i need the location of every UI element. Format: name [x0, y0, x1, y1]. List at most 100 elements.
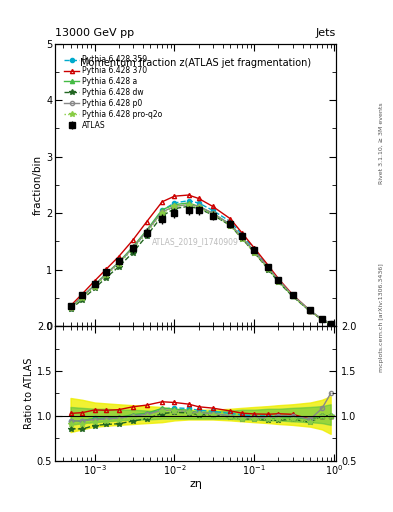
Pythia 6.428 pro-q2o — [252, 250, 257, 256]
Pythia 6.428 359 — [308, 308, 312, 314]
Pythia 6.428 pro-q2o — [172, 203, 177, 209]
Pythia 6.428 pro-q2o — [276, 279, 281, 285]
Pythia 6.428 p0 — [92, 283, 97, 289]
Pythia 6.428 359 — [290, 292, 295, 298]
Pythia 6.428 pro-q2o — [104, 272, 108, 279]
Pythia 6.428 370 — [328, 321, 333, 327]
Pythia 6.428 a — [186, 200, 191, 206]
Pythia 6.428 dw — [290, 293, 295, 300]
Pythia 6.428 pro-q2o — [116, 261, 121, 267]
Pythia 6.428 359 — [144, 228, 149, 234]
Pythia 6.428 370 — [130, 237, 135, 243]
Text: 13000 GeV pp: 13000 GeV pp — [55, 28, 134, 38]
Pythia 6.428 359 — [172, 200, 177, 206]
Pythia 6.428 dw — [228, 223, 233, 229]
Pythia 6.428 359 — [104, 271, 108, 278]
Pythia 6.428 a — [308, 308, 312, 314]
Pythia 6.428 370 — [80, 291, 84, 297]
Pythia 6.428 pro-q2o — [68, 305, 73, 311]
Pythia 6.428 dw — [320, 316, 324, 323]
Pythia 6.428 p0 — [116, 260, 121, 266]
Text: Momentum fraction z(ATLAS jet fragmentation): Momentum fraction z(ATLAS jet fragmentat… — [80, 58, 311, 68]
Pythia 6.428 a — [252, 248, 257, 254]
Pythia 6.428 a — [116, 259, 121, 265]
Pythia 6.428 p0 — [196, 203, 201, 209]
Line: Pythia 6.428 a: Pythia 6.428 a — [68, 201, 333, 326]
Pythia 6.428 p0 — [160, 209, 164, 215]
Pythia 6.428 dw — [240, 236, 244, 242]
Pythia 6.428 dw — [172, 205, 177, 211]
Pythia 6.428 dw — [104, 274, 108, 281]
Pythia 6.428 359 — [276, 277, 281, 283]
Pythia 6.428 p0 — [266, 265, 271, 271]
Pythia 6.428 p0 — [80, 294, 84, 300]
Pythia 6.428 dw — [130, 250, 135, 256]
Pythia 6.428 370 — [144, 219, 149, 225]
Y-axis label: Ratio to ATLAS: Ratio to ATLAS — [24, 358, 34, 429]
Pythia 6.428 370 — [308, 308, 312, 314]
Pythia 6.428 a — [328, 321, 333, 327]
Pythia 6.428 pro-q2o — [210, 211, 215, 217]
Pythia 6.428 359 — [328, 321, 333, 327]
Pythia 6.428 359 — [116, 260, 121, 266]
Pythia 6.428 359 — [320, 316, 324, 323]
Pythia 6.428 a — [276, 278, 281, 284]
Pythia 6.428 370 — [240, 230, 244, 236]
Pythia 6.428 370 — [252, 245, 257, 251]
Pythia 6.428 pro-q2o — [290, 293, 295, 300]
Pythia 6.428 p0 — [186, 202, 191, 208]
Pythia 6.428 370 — [186, 192, 191, 198]
Pythia 6.428 370 — [104, 266, 108, 272]
Pythia 6.428 359 — [186, 198, 191, 204]
Pythia 6.428 pro-q2o — [130, 246, 135, 252]
Line: Pythia 6.428 370: Pythia 6.428 370 — [68, 193, 333, 326]
Pythia 6.428 dw — [116, 264, 121, 270]
Pythia 6.428 359 — [196, 200, 201, 206]
Pythia 6.428 pro-q2o — [186, 202, 191, 208]
Pythia 6.428 a — [320, 316, 324, 323]
Pythia 6.428 dw — [266, 267, 271, 273]
Pythia 6.428 a — [144, 227, 149, 233]
Pythia 6.428 p0 — [144, 228, 149, 234]
Pythia 6.428 pro-q2o — [308, 308, 312, 314]
Pythia 6.428 359 — [80, 294, 84, 300]
Pythia 6.428 dw — [80, 296, 84, 303]
Pythia 6.428 a — [290, 292, 295, 298]
Pythia 6.428 p0 — [290, 292, 295, 298]
Pythia 6.428 pro-q2o — [196, 204, 201, 210]
Pythia 6.428 dw — [196, 205, 201, 211]
Pythia 6.428 p0 — [240, 234, 244, 241]
Pythia 6.428 p0 — [328, 321, 333, 327]
Pythia 6.428 a — [68, 305, 73, 311]
Pythia 6.428 dw — [252, 250, 257, 256]
Pythia 6.428 p0 — [130, 245, 135, 251]
Pythia 6.428 dw — [160, 213, 164, 219]
Pythia 6.428 p0 — [104, 271, 108, 278]
Text: ATLAS_2019_I1740909: ATLAS_2019_I1740909 — [152, 237, 239, 246]
Pythia 6.428 a — [130, 244, 135, 250]
Pythia 6.428 370 — [160, 199, 164, 205]
Pythia 6.428 pro-q2o — [80, 295, 84, 301]
Pythia 6.428 p0 — [320, 316, 324, 322]
Pythia 6.428 dw — [276, 279, 281, 285]
Pythia 6.428 a — [240, 234, 244, 241]
Legend: Pythia 6.428 359, Pythia 6.428 370, Pythia 6.428 a, Pythia 6.428 dw, Pythia 6.42: Pythia 6.428 359, Pythia 6.428 370, Pyth… — [62, 53, 165, 132]
Pythia 6.428 359 — [252, 247, 257, 253]
Pythia 6.428 359 — [266, 264, 271, 270]
Pythia 6.428 dw — [186, 203, 191, 209]
Text: Rivet 3.1.10, ≥ 3M events: Rivet 3.1.10, ≥ 3M events — [379, 102, 384, 184]
Pythia 6.428 dw — [68, 306, 73, 312]
Pythia 6.428 370 — [290, 291, 295, 297]
Pythia 6.428 dw — [210, 212, 215, 218]
Pythia 6.428 a — [92, 282, 97, 288]
Pythia 6.428 p0 — [308, 308, 312, 314]
Pythia 6.428 370 — [196, 196, 201, 202]
Line: Pythia 6.428 359: Pythia 6.428 359 — [68, 199, 333, 326]
Pythia 6.428 a — [266, 265, 271, 271]
Pythia 6.428 dw — [328, 321, 333, 327]
Line: Pythia 6.428 dw: Pythia 6.428 dw — [68, 204, 333, 327]
Pythia 6.428 dw — [308, 308, 312, 314]
Pythia 6.428 359 — [240, 231, 244, 238]
Pythia 6.428 370 — [210, 203, 215, 209]
Pythia 6.428 359 — [92, 282, 97, 288]
